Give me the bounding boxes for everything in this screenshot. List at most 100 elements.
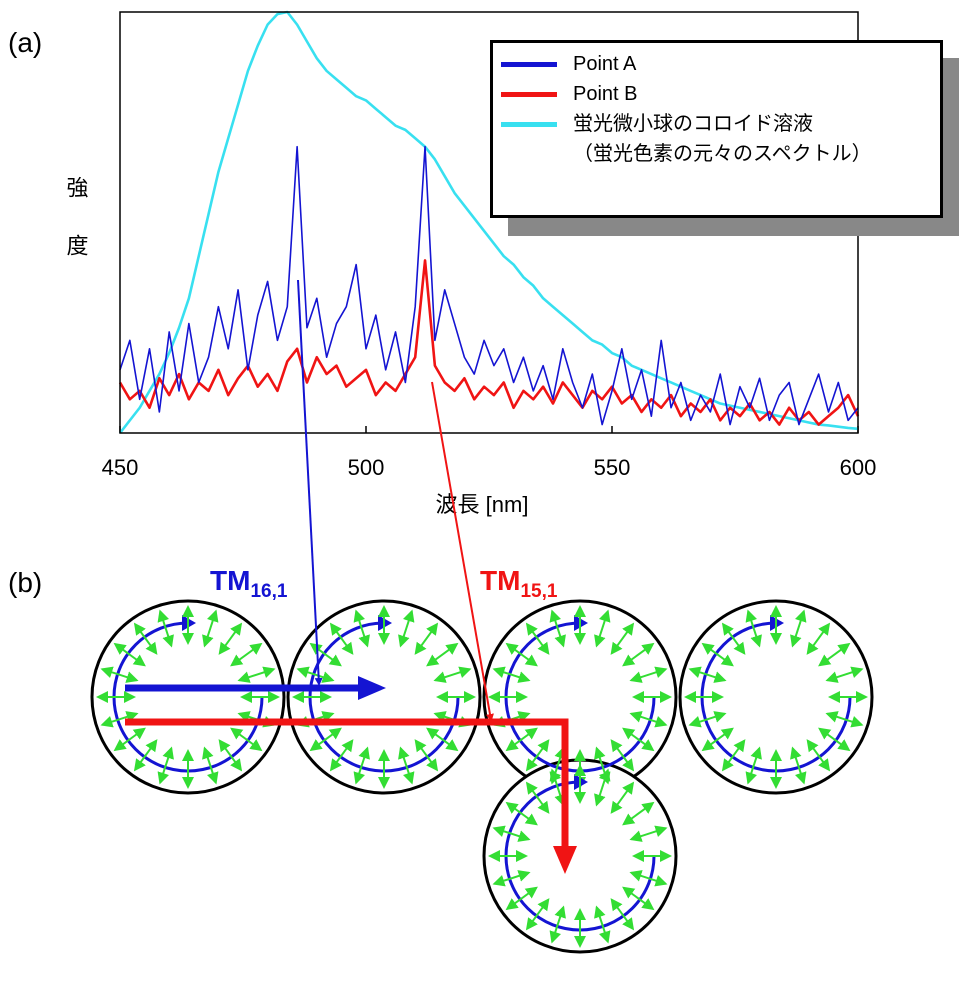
field-vector (505, 727, 538, 752)
field-vector (745, 746, 762, 785)
x-axis-label: 波長 [nm] (436, 492, 529, 517)
field-vector (157, 746, 174, 785)
x-tick-label: 600 (840, 455, 877, 480)
legend-swatch (501, 122, 557, 127)
field-vector (549, 609, 566, 648)
field-vector (133, 622, 158, 655)
field-vector (525, 898, 550, 931)
panel-label: (a) (8, 27, 42, 58)
x-tick-label: 550 (594, 455, 631, 480)
field-vector (688, 666, 727, 683)
legend-entry: Point B (493, 79, 940, 109)
field-vector (505, 801, 538, 826)
field-vector (492, 825, 531, 842)
field-vector (825, 666, 864, 683)
field-vector (790, 609, 807, 648)
connector (431, 381, 494, 722)
field-vector (525, 739, 550, 772)
field-vector (549, 768, 566, 807)
field-vector (230, 727, 263, 752)
field-vector (525, 622, 550, 655)
field-vector (610, 781, 635, 814)
diagram (90, 599, 874, 954)
field-vector (818, 727, 851, 752)
field-vector (629, 711, 668, 728)
field-vector (353, 746, 370, 785)
field-vector (202, 609, 219, 648)
field-vector (202, 746, 219, 785)
field-vector (309, 727, 342, 752)
legend-swatch (501, 92, 557, 97)
y-axis-label: 強度 (64, 176, 89, 292)
field-vector (230, 642, 263, 667)
field-vector (701, 727, 734, 752)
field-vector (505, 886, 538, 911)
legend-label: Point A (573, 53, 637, 75)
field-vector (329, 739, 354, 772)
field-vector (721, 622, 746, 655)
field-vector (525, 781, 550, 814)
field-vector (622, 886, 655, 911)
field-vector (157, 609, 174, 648)
field-vector (113, 727, 146, 752)
field-vector (610, 622, 635, 655)
field-vector (790, 746, 807, 785)
plot-frame (119, 11, 859, 434)
path-arrow (125, 718, 569, 850)
legend-entry: 蛍光微小球のコロイド溶液 （蛍光色素の元々のスペクトル） (493, 109, 940, 169)
mode-name: TM (210, 565, 250, 596)
field-vector (622, 801, 655, 826)
field-vector (701, 642, 734, 667)
field-vector (237, 666, 276, 683)
field-vector (629, 870, 668, 887)
field-vector (688, 711, 727, 728)
field-vector (414, 622, 439, 655)
field-vector (594, 609, 611, 648)
field-vector (622, 642, 655, 667)
field-vector (414, 739, 439, 772)
field-vector (622, 727, 655, 752)
field-vector (594, 768, 611, 807)
mode-name: TM (480, 565, 520, 596)
mode-label: TM15,1 (480, 565, 558, 602)
legend-entry: Point A (493, 49, 940, 79)
legend-label: Point B (573, 83, 638, 105)
field-vector (806, 622, 831, 655)
mode-sub: 16,1 (250, 581, 287, 602)
field-vector (426, 727, 459, 752)
field-vector (113, 642, 146, 667)
field-vector (505, 642, 538, 667)
field-vector (353, 609, 370, 648)
legend: Point A Point B 蛍光微小球のコロイド溶液 （蛍光色素の元々のスペクト… (490, 40, 943, 218)
field-vector (492, 870, 531, 887)
path-arrowhead (358, 676, 386, 700)
field-vector (433, 666, 472, 683)
field-vector (398, 609, 415, 648)
path-arrowhead (553, 846, 577, 874)
field-vector (549, 905, 566, 944)
field-vector (610, 739, 635, 772)
legend-swatch (501, 62, 557, 67)
field-vector (218, 622, 243, 655)
x-tick-label: 450 (102, 455, 139, 480)
field-vector (133, 739, 158, 772)
field-vector (492, 666, 531, 683)
field-vector (329, 622, 354, 655)
field-vector (100, 711, 139, 728)
field-vector (218, 739, 243, 772)
field-vector (594, 905, 611, 944)
field-vector (309, 642, 342, 667)
field-vector (296, 666, 335, 683)
field-vector (825, 711, 864, 728)
field-vector (100, 666, 139, 683)
series-line (118, 259, 860, 426)
mode-sub: 15,1 (520, 581, 557, 602)
field-vector (398, 746, 415, 785)
field-vector (629, 666, 668, 683)
series-line (119, 145, 859, 426)
connector (297, 279, 323, 686)
field-vector (745, 609, 762, 648)
field-vector (426, 642, 459, 667)
panel-label: (b) (8, 567, 42, 598)
